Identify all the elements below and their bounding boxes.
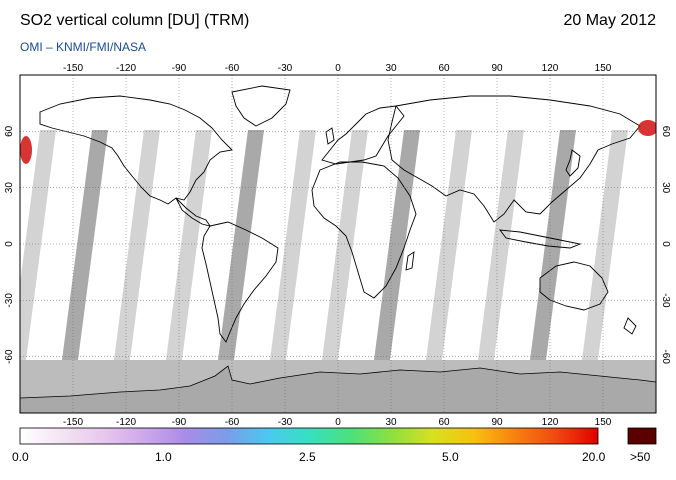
lon-tick-label-top: -60 [225, 63, 240, 74]
uk-outline [325, 127, 335, 145]
lat-tick-label-left: -60 [4, 349, 15, 364]
so2-hotspot-west [20, 136, 32, 164]
australia-outline [539, 261, 609, 311]
lat-tick-label-left: 60 [4, 125, 15, 137]
swath-gap-band [114, 130, 160, 360]
colorbar-overflow-swatch [627, 427, 657, 445]
swath-gap-band [62, 130, 108, 360]
colorbar-label-overflow: >50 [630, 450, 651, 464]
lat-tick-label-right: 60 [660, 126, 671, 138]
new-zealand-outline [623, 317, 637, 335]
lon-tick-label-top: 150 [595, 63, 612, 74]
continent-outlines [39, 85, 641, 343]
lat-tick-label-right: -60 [660, 349, 671, 364]
lon-tick-label-bottom: 90 [491, 417, 503, 428]
swath-gap-band [530, 130, 576, 360]
swath-gap-band [582, 130, 628, 360]
lon-tick-label-bottom: -90 [172, 417, 187, 428]
map-frame [19, 74, 657, 414]
lon-tick-label-bottom: 60 [438, 417, 450, 428]
antarctica [20, 365, 656, 413]
europe-outline [321, 105, 405, 165]
lon-tick-label-bottom: 120 [542, 417, 559, 428]
lat-tick-label-left: -30 [4, 293, 15, 308]
lat-tick-label-left: 30 [4, 182, 15, 194]
greenland-outline [231, 85, 291, 127]
colorbar [19, 427, 599, 445]
data-source: OMI – KNMI/FMI/NASA [20, 40, 147, 54]
lon-tick-label-top: 30 [385, 63, 397, 74]
lon-tick-label-top: 90 [491, 63, 503, 74]
lon-tick-label-bottom: -120 [116, 417, 136, 428]
north-america-outline [39, 95, 233, 205]
lat-tick-label-right: 0 [660, 241, 671, 247]
lon-tick-label-bottom: -60 [225, 417, 240, 428]
colorbar-label-1: 1.0 [155, 450, 172, 464]
lat-tick-label-right: -30 [660, 293, 671, 308]
lon-tick-label-top: 60 [438, 63, 450, 74]
lon-tick-label-top: 0 [335, 63, 341, 74]
so2-hotspot-east [638, 120, 656, 136]
lat-tick-label-right: 30 [660, 182, 671, 194]
madagascar-outline [405, 251, 415, 271]
japan-outline [565, 149, 581, 177]
swath-gap-band [374, 130, 420, 360]
lon-tick-label-top: -90 [172, 63, 187, 74]
lon-tick-label-top: -30 [278, 63, 293, 74]
lon-tick-label-bottom: 30 [385, 417, 397, 428]
swath-gap-band [270, 130, 316, 360]
colorbar-label-0: 0.0 [12, 450, 29, 464]
colorbar-label-2: 2.5 [299, 450, 316, 464]
lon-tick-label-top: -150 [63, 63, 83, 74]
lon-tick-label-top: -120 [116, 63, 136, 74]
lon-tick-label-bottom: -30 [278, 417, 293, 428]
colorbar-label-4: 20.0 [582, 450, 606, 464]
lon-tick-label-bottom: 150 [595, 417, 612, 428]
lon-tick-label-bottom: -150 [63, 417, 83, 428]
south-america-outline [201, 221, 279, 343]
lat-tick-label-left: 0 [4, 241, 15, 247]
swath-gap-band [218, 130, 264, 360]
africa-outline [311, 161, 417, 299]
indonesia-outline [499, 229, 582, 249]
map-date: 20 May 2012 [563, 12, 656, 29]
axis-ticks: -150 -150 -120 -120 -90 -90 -60 -60 -30 -30 0 0 30 30… [4, 63, 671, 428]
lon-tick-label-top: 120 [542, 63, 559, 74]
swath-gap-band [426, 130, 472, 360]
colorbar-label-3: 5.0 [442, 450, 459, 464]
gridlines [20, 75, 656, 413]
lon-tick-label-bottom: 0 [335, 417, 341, 428]
map-title: SO2 vertical column [DU] (TRM) [20, 12, 250, 29]
asia-outline [387, 95, 641, 223]
